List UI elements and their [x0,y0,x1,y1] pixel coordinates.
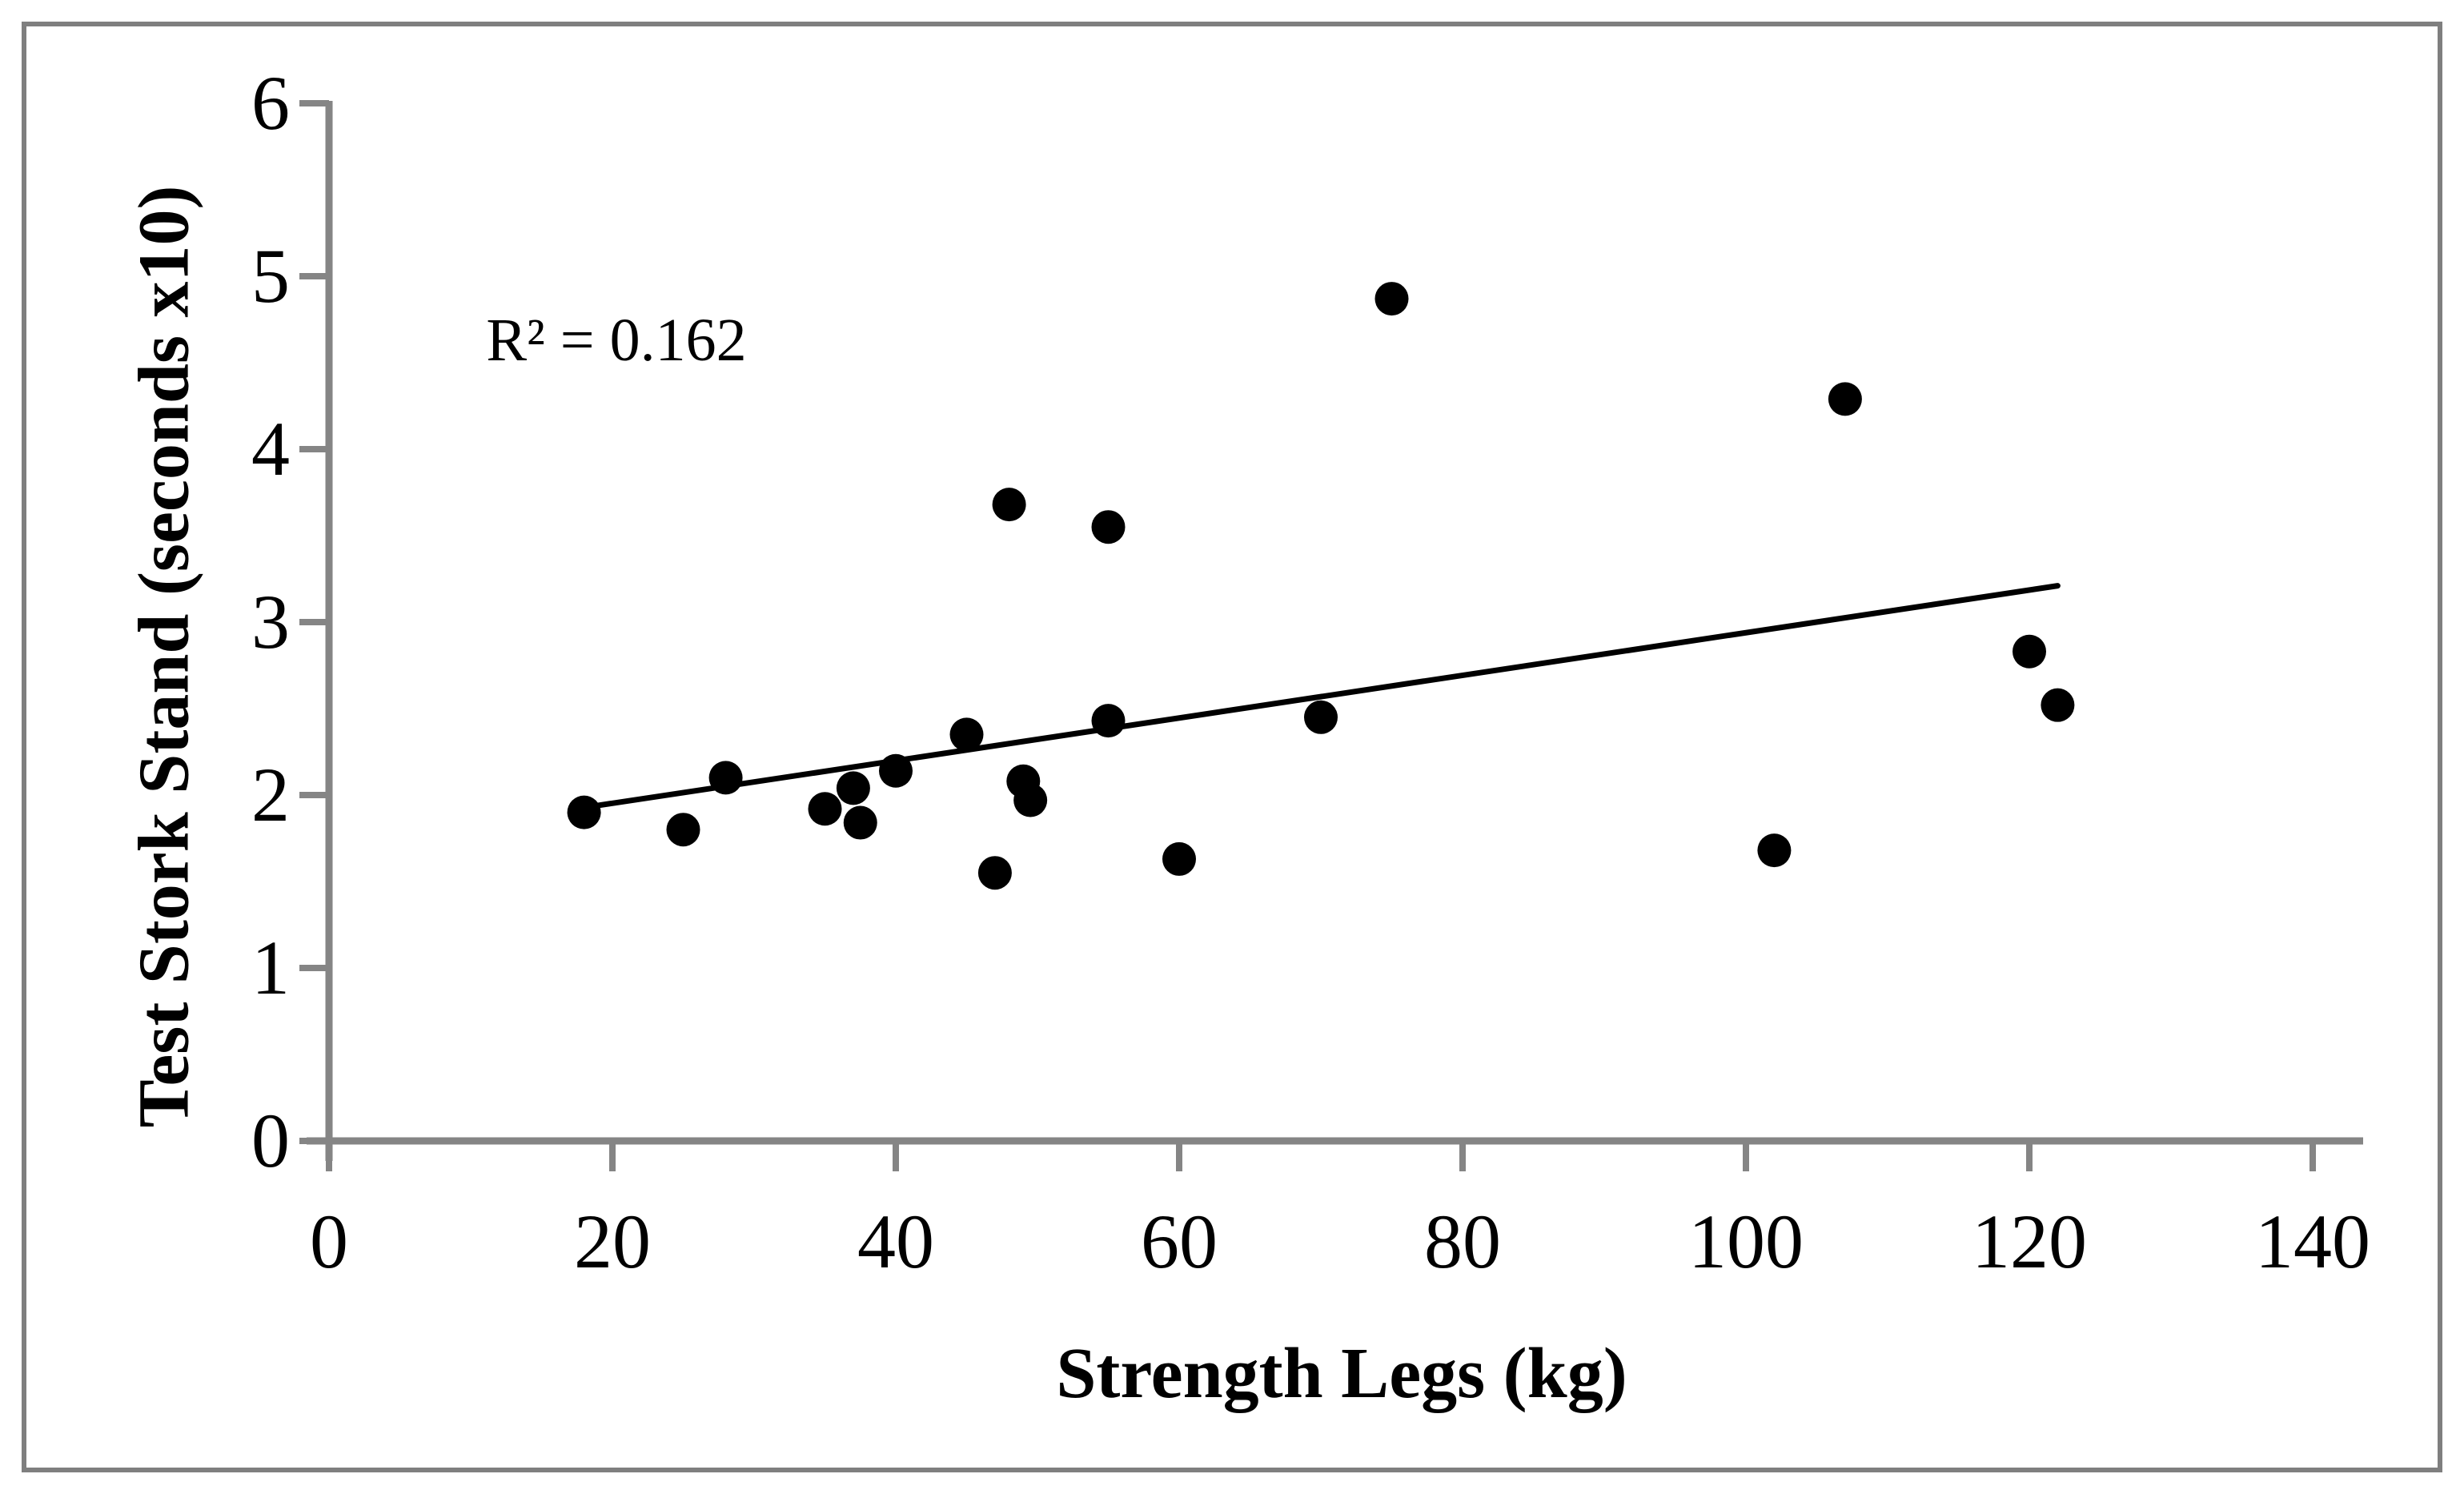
x-tick-label: 0 [310,1199,348,1284]
y-tick-label: 0 [251,1098,290,1183]
data-point [977,856,1012,890]
data-point [2041,688,2075,722]
y-tick-label: 5 [251,233,290,319]
data-point [567,795,601,829]
data-point [949,717,984,752]
data-point [666,813,700,847]
axes-group: 0 20 40 60 80 100 120 140 0 1 2 3 4 5 6 [251,60,2370,1284]
y-axis-title: Test Stork Stand (seconds x10) [125,186,204,1128]
data-point [992,488,1026,522]
data-point [708,761,743,795]
x-tick-label: 80 [1424,1199,1501,1284]
data-point [836,771,870,805]
r-squared-annotation: R² = 0.162 [486,307,746,374]
x-tick-label: 40 [857,1199,934,1284]
y-tick-label: 6 [251,60,290,146]
data-point [1304,700,1338,734]
data-point [1757,833,1792,868]
y-tick-label: 2 [251,752,290,837]
trend-line [595,583,2061,809]
data-point [879,753,913,788]
y-tick-label: 3 [251,579,290,665]
data-point [843,805,877,840]
data-point [1091,704,1126,738]
data-marks-group [567,282,2075,890]
x-tick-label: 140 [2255,1199,2370,1284]
x-tick-label: 120 [1972,1199,2087,1284]
figure-frame [22,22,2442,1472]
data-point [1091,510,1126,544]
data-point [1374,282,1409,316]
data-point [1013,783,1048,817]
data-point [1828,382,1862,416]
data-point [2013,634,2046,669]
y-tick-label: 4 [251,406,290,492]
data-point [1162,841,1196,876]
x-tick-label: 60 [1141,1199,1218,1284]
x-axis-title: Strength Legs (kg) [1056,1334,1627,1413]
y-tick-label: 1 [251,925,290,1010]
x-tick-label: 100 [1688,1199,1804,1284]
x-tick-label: 20 [574,1199,651,1284]
data-point [808,792,842,826]
